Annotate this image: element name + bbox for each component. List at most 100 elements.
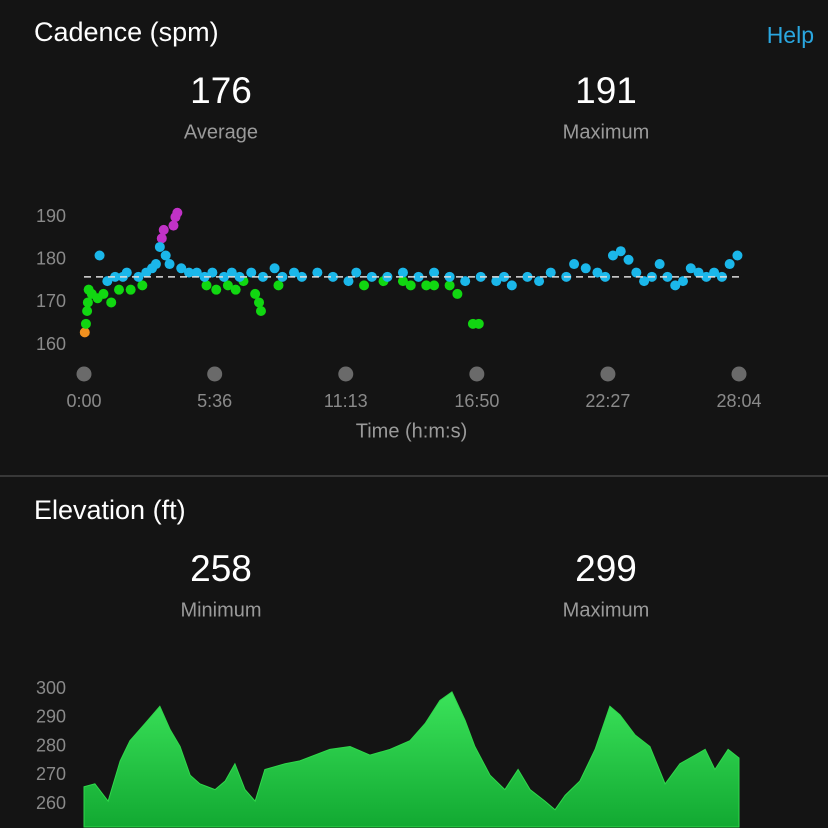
cadence-point [255, 306, 266, 317]
cadence-point [79, 327, 90, 338]
x-tick-label: 22:27 [585, 391, 630, 411]
cadence-point [168, 220, 179, 231]
cadence-point [397, 267, 408, 278]
cadence-point [82, 297, 93, 308]
cadence-point [452, 288, 463, 299]
cadence-point [219, 271, 230, 282]
stat-value: 191 [575, 70, 637, 111]
x-tick-label: 11:13 [324, 391, 368, 411]
cadence-point [429, 280, 440, 291]
cadence-point [98, 288, 109, 299]
x-tick-label: 16:50 [454, 391, 499, 411]
y-tick-label: 300 [36, 678, 66, 698]
y-tick-label: 180 [36, 249, 66, 269]
elevation-area [83, 691, 740, 828]
cadence-point [106, 297, 117, 308]
cadence-point [685, 263, 696, 274]
cadence-point [534, 276, 545, 287]
cadence-point [80, 318, 91, 329]
cadence-point [580, 263, 591, 274]
cadence-point [257, 271, 268, 282]
cadence-point [693, 267, 704, 278]
cadence-point [662, 271, 673, 282]
cadence-point [150, 259, 161, 270]
help-link[interactable]: Help [767, 22, 814, 48]
cadence-point [234, 271, 245, 282]
cadence-point [289, 267, 300, 278]
stat-label: Minimum [180, 599, 261, 621]
cadence-point [444, 280, 455, 291]
y-tick-label: 190 [36, 206, 66, 226]
x-tick-marker [731, 366, 747, 382]
stat-value: 299 [575, 548, 637, 589]
y-tick-label: 280 [36, 735, 66, 755]
cadence-point [160, 250, 171, 261]
stat-label: Maximum [563, 121, 650, 143]
cadence-point [607, 250, 618, 261]
cadence-point [156, 233, 167, 244]
x-tick-marker [600, 366, 616, 382]
stat-label: Average [184, 121, 258, 143]
y-tick-label: 160 [36, 334, 66, 354]
x-tick-marker [338, 366, 354, 382]
cadence-point [429, 267, 440, 278]
x-tick-marker [207, 366, 223, 382]
cadence-point [327, 271, 338, 282]
cadence-point [82, 306, 93, 317]
x-tick-label: 5:36 [197, 391, 232, 411]
cadence-point [137, 280, 148, 291]
cadence-point [709, 267, 720, 278]
cadence-point [222, 280, 233, 291]
cadence-point [724, 259, 735, 270]
cadence-point [246, 267, 257, 278]
cadence-point [421, 280, 432, 291]
cadence-point [250, 288, 261, 299]
section-title: Cadence (spm) [34, 17, 219, 47]
cadence-point [732, 250, 743, 261]
stat-value: 176 [190, 70, 252, 111]
cadence-point [273, 280, 284, 291]
cadence-point [460, 276, 471, 287]
cadence-point [405, 280, 416, 291]
cadence-point [211, 284, 222, 295]
cadence-point [254, 297, 265, 308]
cadence-point [312, 267, 323, 278]
cadence-point [121, 267, 132, 278]
cadence-point [615, 246, 626, 257]
cadence-point [413, 271, 424, 282]
x-tick-marker [76, 366, 92, 382]
cadence-point [351, 267, 362, 278]
x-tick-label: 0:00 [66, 391, 101, 411]
section-title: Elevation (ft) [34, 495, 186, 525]
cadence-point [164, 259, 175, 270]
cadence-point [125, 284, 136, 295]
cadence-point [654, 259, 665, 270]
x-tick-label: 28:04 [716, 391, 761, 411]
y-tick-label: 290 [36, 707, 66, 727]
cadence-point [343, 276, 354, 287]
cadence-point [473, 318, 484, 329]
cadence-point [110, 271, 121, 282]
cadence-point [359, 280, 370, 291]
cadence-point [639, 276, 650, 287]
cadence-point [397, 276, 408, 287]
cadence-point [677, 276, 688, 287]
y-tick-label: 170 [36, 291, 66, 311]
cadence-point [172, 207, 183, 218]
cadence-point [269, 263, 280, 274]
cadence-point [154, 241, 165, 252]
cadence-point [201, 280, 212, 291]
cadence-point [592, 267, 603, 278]
cadence-point [191, 267, 202, 278]
cadence-point [226, 267, 237, 278]
cadence-point [230, 284, 241, 295]
cadence-point [701, 271, 712, 282]
stat-value: 258 [190, 548, 252, 589]
cadence-point [102, 276, 113, 287]
cadence-point [670, 280, 681, 291]
stat-label: Maximum [563, 599, 650, 621]
cadence-point [631, 267, 642, 278]
cadence-point [366, 271, 377, 282]
